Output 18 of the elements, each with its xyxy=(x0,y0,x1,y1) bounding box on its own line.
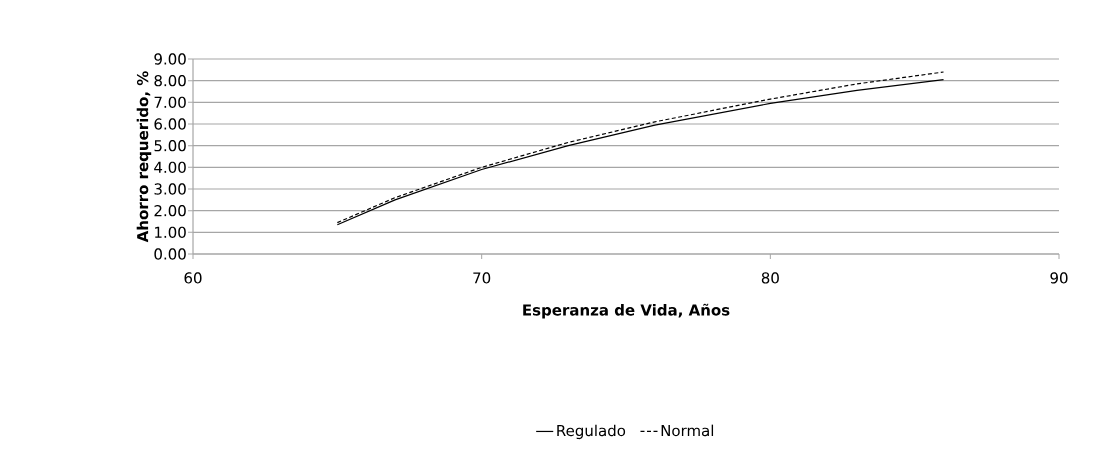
y-tick-label: 5.00 xyxy=(154,140,186,152)
y-tick-label: 4.00 xyxy=(154,161,186,174)
x-axis-title: Esperanza de Vida, Años xyxy=(523,303,730,319)
y-axis-title: Ahorro requerido, % xyxy=(136,71,152,243)
y-tick-label: 7.00 xyxy=(154,96,186,109)
legend-label: Normal xyxy=(661,424,714,437)
y-tick-label: 2.00 xyxy=(154,205,186,217)
y-tick-label: 8.00 xyxy=(154,75,186,87)
y-tick-label: 6.00 xyxy=(154,118,186,130)
x-tick-label: 60 xyxy=(184,272,202,284)
legend-label: Regulado xyxy=(557,424,626,440)
x-tick-label: 80 xyxy=(761,272,779,284)
x-tick-label: 90 xyxy=(1050,272,1068,284)
x-tick-label: 70 xyxy=(473,272,491,284)
y-tick-label: 9.00 xyxy=(154,53,186,65)
y-tick-label: 0.00 xyxy=(154,248,186,260)
y-tick-label: 3.00 xyxy=(154,183,186,195)
y-tick-label: 1.00 xyxy=(155,226,186,239)
